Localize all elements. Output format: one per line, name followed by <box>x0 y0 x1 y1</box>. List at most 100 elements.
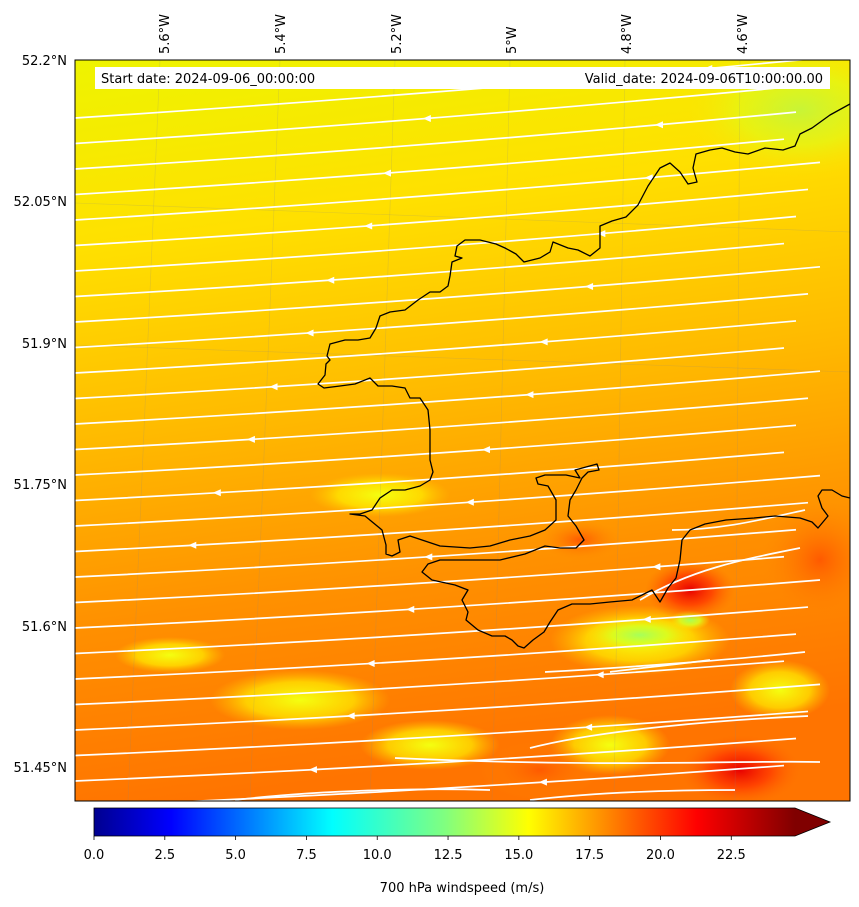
lat-label: 51.6°N <box>22 620 67 635</box>
streamline <box>529 715 809 749</box>
streamline-arrow-icon <box>465 498 474 506</box>
valid-date-text: Valid_date: 2024-09-06T10:00:00.00 <box>585 72 823 87</box>
field-patch <box>730 660 830 720</box>
latitude-labels: 52.2°N 52.05°N 51.9°N 51.75°N 51.6°N 51.… <box>14 54 67 776</box>
streamline-arrow-icon <box>188 541 197 549</box>
streamline-arrow-icon <box>308 766 317 774</box>
streamline-arrow-icon <box>364 222 373 230</box>
streamline <box>75 111 797 170</box>
map-panel: Start date: 2024-09-06_00:00:00 Valid_da… <box>75 60 850 801</box>
streamline-arrow-icon <box>481 446 490 454</box>
streamlines <box>75 60 821 801</box>
streamline <box>75 293 809 349</box>
streamline-arrow-icon <box>326 276 335 284</box>
lon-label: 5.2°W <box>390 14 405 54</box>
low-wind-region <box>680 60 850 180</box>
streamline <box>75 215 797 272</box>
streamline <box>671 509 806 531</box>
streamline <box>75 528 797 578</box>
streamline-arrow-icon <box>539 338 548 346</box>
streamline-arrow-icon <box>346 712 355 720</box>
lon-label: 5.4°W <box>274 14 289 54</box>
streamline <box>75 737 797 782</box>
streamline-arrow-icon <box>538 778 547 786</box>
streamline <box>75 474 821 527</box>
lon-label: 4.6°W <box>736 14 751 54</box>
lat-label: 51.45°N <box>14 761 67 776</box>
streamline <box>639 547 801 601</box>
colorbar-tick-label: 20.0 <box>646 848 675 863</box>
streamline-arrow-icon <box>525 391 534 399</box>
lat-label: 52.2°N <box>22 54 67 69</box>
colorbar-label: 700 hPa windspeed (m/s) <box>380 881 545 896</box>
streamline <box>75 265 821 323</box>
streamline <box>75 555 785 604</box>
streamline-arrow-icon <box>585 282 594 290</box>
streamline <box>75 347 785 400</box>
field-patch <box>480 740 600 800</box>
colorbar-tick-label: 2.5 <box>154 848 175 863</box>
graticule <box>75 60 850 801</box>
streamline-arrow-icon <box>597 230 606 238</box>
streamline <box>529 789 736 801</box>
streamline <box>544 651 806 673</box>
streamline <box>75 161 821 221</box>
colorbar-tick-label: 17.5 <box>575 848 604 863</box>
lon-label: 5.6°W <box>158 14 173 54</box>
lon-label: 5°W <box>505 26 520 54</box>
streamline <box>75 660 785 706</box>
field-patch <box>210 670 390 730</box>
streamline <box>75 683 821 731</box>
streamline <box>75 424 797 476</box>
colorbar-extend-arrow <box>795 808 830 836</box>
colorbar-tick-label: 12.5 <box>434 848 463 863</box>
streamline <box>75 320 797 374</box>
field-patch <box>115 637 225 673</box>
field-patch <box>360 720 500 770</box>
streamline <box>75 633 797 680</box>
streamline <box>75 710 809 757</box>
colorbar-tick-label: 0.0 <box>84 848 105 863</box>
streamline <box>75 579 821 629</box>
colorbar-tick-label: 5.0 <box>225 848 246 863</box>
streamline <box>394 757 821 764</box>
streamline-arrow-icon <box>424 553 433 561</box>
colorbar: 0.0 2.5 5.0 7.5 10.0 12.5 15.0 17.5 20.0 22.5 700… <box>84 807 832 896</box>
longitude-labels: 5.6°W 5.4°W 5.2°W 5°W 4.8°W 4.6°W <box>158 14 751 54</box>
lat-label: 51.9°N <box>22 337 67 352</box>
streamline <box>75 501 809 553</box>
lat-label: 52.05°N <box>14 195 67 210</box>
streamline <box>75 242 785 298</box>
colorbar-gradient <box>94 808 795 836</box>
map-frame <box>74 59 851 802</box>
start-date-text: Start date: 2024-09-06_00:00:00 <box>101 72 315 87</box>
colorbar-tick-label: 22.5 <box>717 848 746 863</box>
streamline <box>75 397 809 451</box>
lat-label: 51.75°N <box>14 478 67 493</box>
streamline-arrow-icon <box>382 169 391 177</box>
streamline <box>75 606 809 655</box>
streamline-arrow-icon <box>422 114 431 122</box>
streamline-arrow-icon <box>406 605 415 613</box>
date-banner: Start date: 2024-09-06_00:00:00 Valid_da… <box>95 67 830 89</box>
windspeed-field <box>75 60 850 801</box>
streamline-arrow-icon <box>642 615 651 623</box>
streamline-arrow-icon <box>305 329 314 337</box>
streamline <box>75 188 809 247</box>
streamline-arrow-icon <box>655 121 664 129</box>
streamline-arrow-icon <box>212 489 221 497</box>
streamline-arrow-icon <box>595 671 604 679</box>
streamline-arrow-icon <box>644 174 653 182</box>
streamline <box>75 84 809 145</box>
colorbar-tick-label: 15.0 <box>504 848 533 863</box>
colorbar-tick-label: 10.0 <box>363 848 392 863</box>
streamline-arrow-icon <box>269 383 278 391</box>
colorbar-ticks: 0.0 2.5 5.0 7.5 10.0 12.5 15.0 17.5 20.0 22.5 <box>84 836 746 863</box>
field-patch <box>540 520 620 560</box>
streamline <box>234 788 491 801</box>
coastline <box>317 103 850 649</box>
streamline-arrow-icon <box>652 563 661 571</box>
streamline-arrow-icon <box>584 723 593 731</box>
lon-label: 4.8°W <box>620 14 635 54</box>
